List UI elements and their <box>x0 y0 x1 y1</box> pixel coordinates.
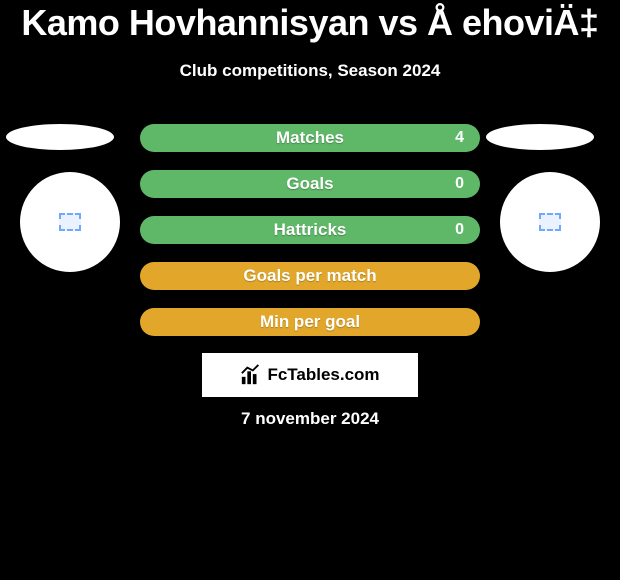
stat-bar-value-right: 0 <box>455 221 464 239</box>
stat-bar-label: Goals per match <box>243 266 376 286</box>
stat-bar-label: Hattricks <box>274 220 347 240</box>
subtitle: Club competitions, Season 2024 <box>0 61 620 81</box>
stat-bar-value-right: 4 <box>455 129 464 147</box>
player-left-avatar <box>20 172 120 272</box>
stat-bar-goals: Goals 0 <box>140 170 480 198</box>
player-right-flag-icon <box>539 213 561 231</box>
player-right-shadow <box>486 124 594 150</box>
player-left-shadow <box>6 124 114 150</box>
player-right-avatar <box>500 172 600 272</box>
stat-bar-label: Matches <box>276 128 344 148</box>
stat-bar-label: Goals <box>286 174 333 194</box>
generated-date: 7 november 2024 <box>0 409 620 429</box>
page-title: Kamo Hovhannisyan vs Å ehoviÄ‡ <box>0 2 620 44</box>
brand-box: FcTables.com <box>202 353 418 397</box>
brand-chart-icon <box>240 364 262 386</box>
stat-bar-goals-per-match: Goals per match <box>140 262 480 290</box>
stat-bar-label: Min per goal <box>260 312 360 332</box>
stat-bar-hattricks: Hattricks 0 <box>140 216 480 244</box>
player-left-flag-icon <box>59 213 81 231</box>
stat-bar-matches: Matches 4 <box>140 124 480 152</box>
brand-text: FcTables.com <box>267 365 379 385</box>
stat-bar-value-right: 0 <box>455 175 464 193</box>
stat-bar-min-per-goal: Min per goal <box>140 308 480 336</box>
